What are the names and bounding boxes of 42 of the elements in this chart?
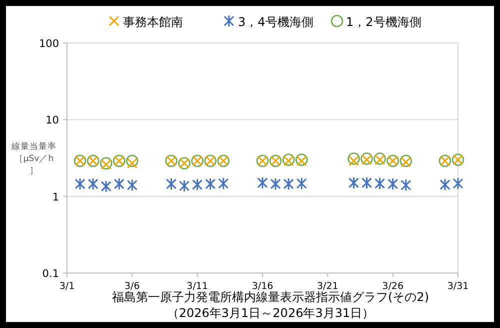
x-tick-label: 3/11 <box>186 281 208 292</box>
legend-label: 3，4号機海側 <box>238 15 314 29</box>
x-tick-label: 3/16 <box>252 281 274 292</box>
x-tick-label: 3/1 <box>59 281 75 292</box>
y-tick-label: 1 <box>52 191 59 204</box>
point <box>257 176 268 190</box>
legend-label: 1，2号機海側 <box>346 15 422 29</box>
text: （2026年3月1日～2026年3月31日） <box>166 306 374 320</box>
point <box>348 176 359 190</box>
point <box>126 158 138 169</box>
point <box>374 177 386 190</box>
point <box>348 156 359 166</box>
point <box>126 178 138 192</box>
y-tick-label: 10 <box>46 114 59 127</box>
y-axis-title: 線量当量率［μSv／h］ <box>10 141 56 176</box>
x-tick-label: 3/26 <box>382 281 404 292</box>
x-tick-label: 3/6 <box>124 281 140 292</box>
y-tick-label: 100 <box>38 38 59 50</box>
point <box>296 177 307 190</box>
point <box>218 177 229 190</box>
point <box>440 178 450 191</box>
point <box>126 154 138 168</box>
point <box>205 178 216 190</box>
point <box>74 178 86 190</box>
point <box>400 178 412 192</box>
point <box>362 176 372 190</box>
legend-label: 事務本館南 <box>123 15 183 29</box>
point <box>192 178 203 191</box>
point <box>100 180 112 193</box>
point <box>179 180 190 192</box>
x-tick-label: 3/21 <box>316 281 338 292</box>
point <box>270 178 281 190</box>
point <box>388 178 398 190</box>
point <box>166 178 177 190</box>
text: 福島第一原子力発電所構内線量表示器指示値グラフ(その2) <box>112 290 429 304</box>
y-tick-label: 0.1 <box>42 268 59 280</box>
x-tick-label: 3/31 <box>447 281 469 292</box>
point <box>283 178 294 190</box>
point <box>348 152 360 165</box>
point <box>114 178 124 190</box>
point <box>88 178 98 190</box>
point <box>452 177 464 190</box>
